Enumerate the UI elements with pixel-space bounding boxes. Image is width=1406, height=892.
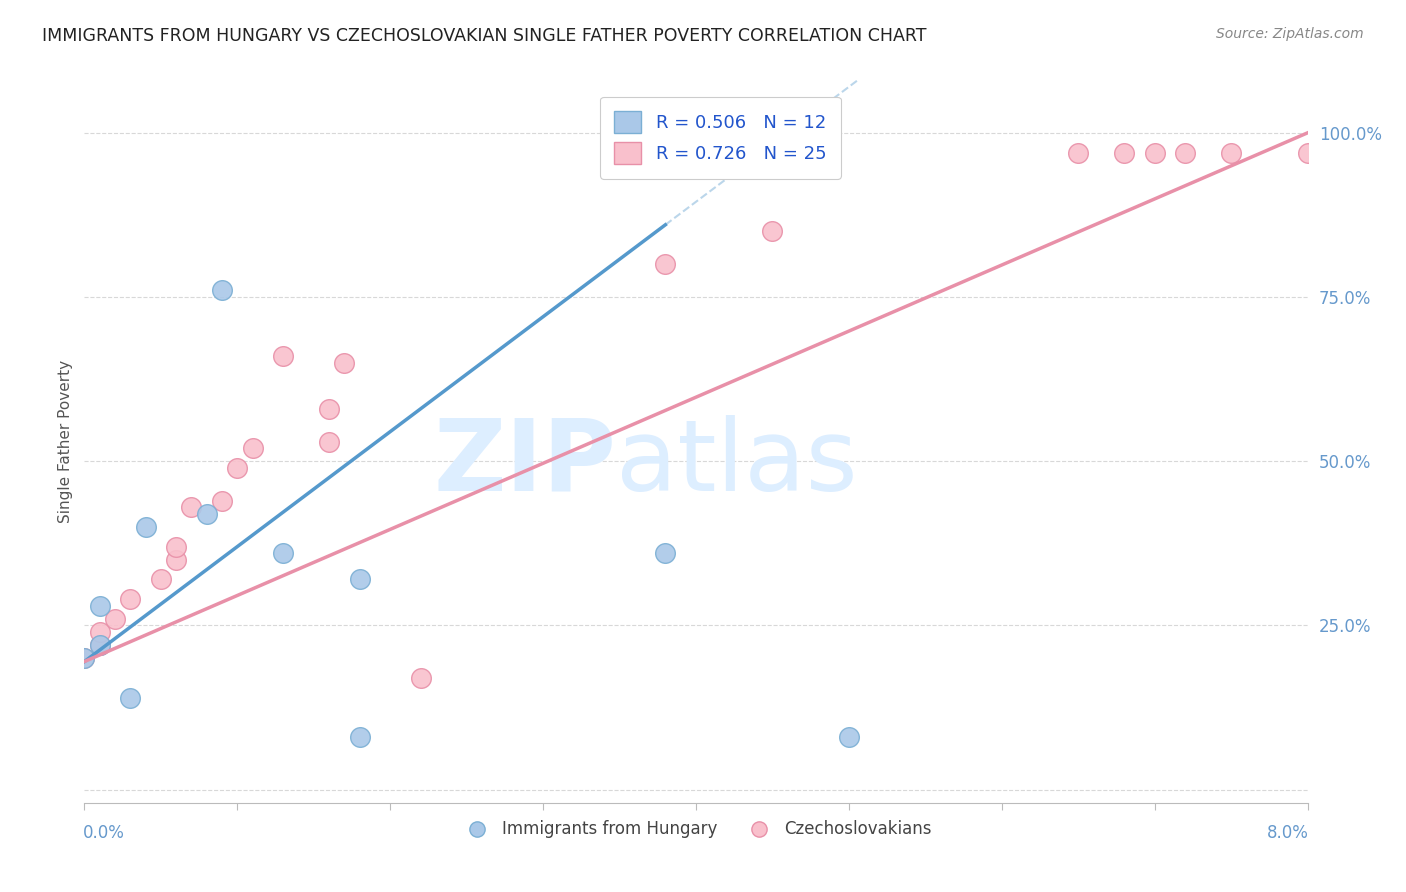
Point [211,284,233,298]
Point [135,520,157,534]
Point [73,651,96,665]
Point [1174,145,1197,160]
Point [333,356,356,370]
Point [211,493,233,508]
Point [165,553,187,567]
Point [104,612,127,626]
Point [242,441,264,455]
Point [89,638,111,652]
Point [761,224,783,238]
Point [654,546,676,560]
Point [1296,145,1319,160]
Point [838,730,860,744]
Y-axis label: Single Father Poverty: Single Father Poverty [58,360,73,523]
Point [120,592,142,607]
Text: 8.0%: 8.0% [1267,824,1309,842]
Point [165,540,187,554]
Point [271,546,294,560]
Point [89,638,111,652]
Point [1220,145,1243,160]
Point [349,573,371,587]
Point [89,599,111,613]
Point [318,434,340,449]
Point [1067,145,1090,160]
Point [226,460,249,475]
Legend: Immigrants from Hungary, Czechoslovakians: Immigrants from Hungary, Czechoslovakian… [454,814,938,845]
Point [1143,145,1166,160]
Text: IMMIGRANTS FROM HUNGARY VS CZECHOSLOVAKIAN SINGLE FATHER POVERTY CORRELATION CHA: IMMIGRANTS FROM HUNGARY VS CZECHOSLOVAKI… [42,27,927,45]
Text: Source: ZipAtlas.com: Source: ZipAtlas.com [1216,27,1364,41]
Point [318,401,340,416]
Point [654,257,676,271]
Text: ZIP: ZIP [433,415,616,512]
Point [149,573,172,587]
Point [409,671,432,685]
Point [349,730,371,744]
Point [1114,145,1136,160]
Text: atlas: atlas [616,415,858,512]
Point [89,625,111,640]
Point [271,349,294,363]
Point [73,651,96,665]
Point [180,500,202,515]
Point [195,507,218,521]
Point [120,690,142,705]
Text: 0.0%: 0.0% [83,824,125,842]
